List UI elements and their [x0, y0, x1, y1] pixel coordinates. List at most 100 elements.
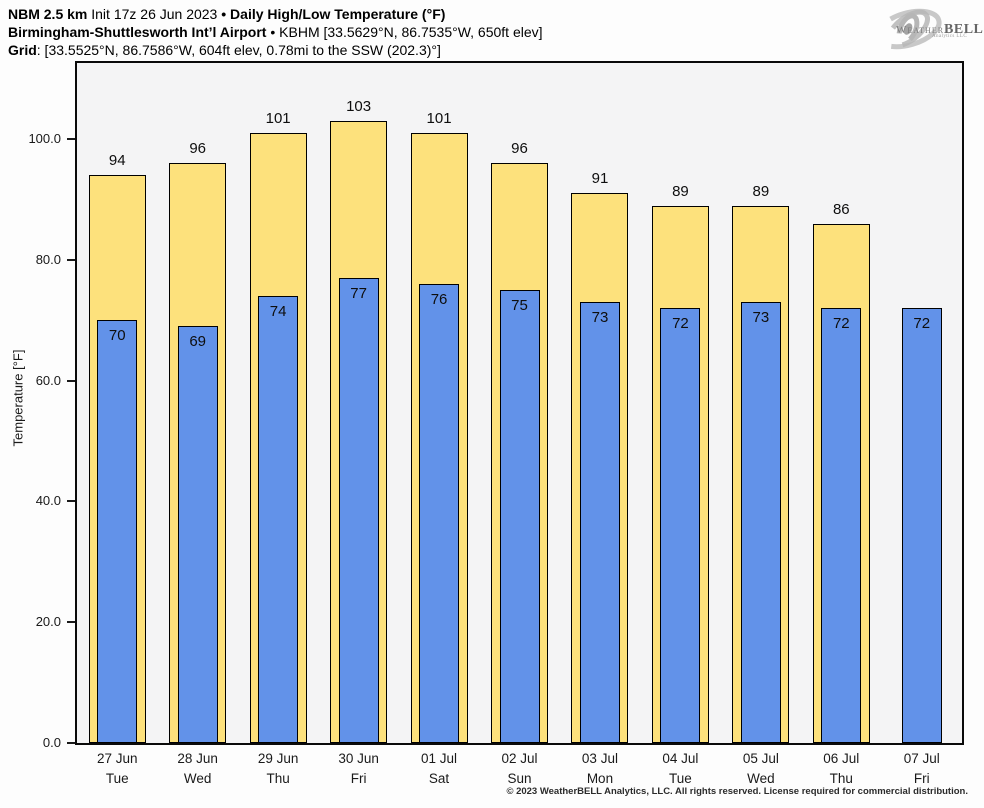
x-axis-day-label: Sat [428, 771, 450, 786]
logo-bell-text: BELL [944, 22, 984, 37]
y-tick-mark [67, 379, 75, 382]
x-axis-day-label: Thu [266, 771, 290, 786]
x-axis-category: 27 Jun Tue [77, 749, 157, 789]
low-value-label: 72 [913, 315, 931, 333]
y-tick-label: 80.0 [35, 251, 61, 267]
y-axis-ticks: 0.0 20.0 40.0 60.0 80.0 100.0 [0, 61, 75, 750]
high-value-label: 101 [265, 110, 291, 128]
low-value-label: 74 [269, 303, 287, 321]
low-bar [177, 326, 218, 743]
low-value-label: 70 [108, 327, 126, 345]
high-value-label: 96 [189, 140, 207, 158]
high-value-label: 86 [832, 200, 850, 218]
low-bar [740, 302, 781, 743]
high-value-label: 91 [591, 170, 609, 188]
logo-wordmark: WeatherBELL [896, 20, 983, 38]
x-axis-date-label: 29 Jun [257, 751, 299, 766]
weatherbell-logo: WeatherBELL Analytics LLC [872, 5, 983, 55]
x-axis-date-label: 27 Jun [96, 751, 138, 766]
x-axis-day-label: Thu [829, 771, 853, 786]
low-bar [901, 308, 942, 743]
x-axis-date-label: 28 Jun [177, 751, 218, 766]
y-tick-mark [67, 742, 75, 744]
plot-area: 94 70 96 69 101 74 103 77 101 76 96 75 91 73 89 72 89 73 8… [75, 61, 964, 745]
low-bar [338, 278, 379, 743]
low-bar [660, 308, 701, 743]
x-axis-category: 30 Jun Fri [318, 749, 398, 789]
x-axis-category: 02 Jul Sun [479, 749, 559, 789]
low-bar [821, 308, 862, 743]
y-tick-mark [67, 258, 75, 261]
x-axis-day-label: Wed [183, 771, 212, 786]
x-axis-date-label: 30 Jun [338, 751, 379, 766]
hurricane-swirl-icon [874, 8, 942, 50]
x-axis-day-label: Tue [105, 771, 129, 786]
logo-weather-text: Weather [896, 24, 945, 36]
high-value-label: 89 [752, 182, 770, 200]
x-axis-date-label: 06 Jul [823, 751, 860, 766]
low-value-label: 73 [591, 309, 609, 327]
low-bar [97, 320, 138, 743]
copyright-notice: © 2023 WeatherBELL Analytics, LLC. All r… [506, 786, 968, 797]
model-name: NBM 2.5 km [8, 6, 88, 22]
y-tick-label: 60.0 [35, 372, 61, 388]
x-axis-category: 07 Jul Fri [882, 749, 962, 789]
x-axis-date-label: 07 Jul [903, 751, 940, 766]
header-line-3: Grid: [33.5525°N, 86.7586°W, 604ft elev,… [8, 41, 543, 59]
header-line-2: Birmingham-Shuttlesworth Int’l Airport •… [8, 23, 543, 41]
low-value-label: 75 [511, 297, 528, 315]
high-value-label: 96 [511, 140, 528, 158]
low-value-label: 76 [430, 291, 448, 309]
low-bar [419, 284, 460, 743]
high-value-label: 103 [346, 97, 372, 115]
high-value-label: 94 [108, 152, 126, 170]
x-axis-category: 29 Jun Thu [238, 749, 318, 789]
x-axis-category: 28 Jun Wed [157, 749, 237, 789]
product-title: Daily High/Low Temperature (°F) [230, 6, 446, 22]
low-value-label: 72 [672, 315, 689, 333]
low-value-label: 69 [189, 333, 207, 351]
x-axis-category: 06 Jul Thu [801, 749, 881, 789]
station-bullet: • [270, 24, 276, 40]
x-axis-day-label: Wed [747, 771, 775, 786]
y-tick-label: 20.0 [35, 614, 61, 630]
x-axis-date-label: 05 Jul [742, 751, 779, 766]
low-value-label: 73 [752, 309, 770, 327]
chart-header: NBM 2.5 km Init 17z 26 Jun 2023 • Daily … [8, 5, 543, 59]
x-axis-day-label: Tue [669, 771, 692, 786]
y-tick-mark [67, 621, 75, 624]
x-axis-category: 01 Jul Sat [399, 749, 479, 789]
station-name: Birmingham-Shuttlesworth Int’l Airport [8, 24, 267, 40]
x-axis-day-label: Fri [913, 771, 930, 786]
x-axis-date-label: 03 Jul [581, 751, 618, 766]
y-tick-mark [67, 138, 75, 141]
low-bar [258, 296, 299, 743]
low-value-label: 72 [832, 315, 850, 333]
bullet-separator: • [221, 6, 227, 22]
x-axis-category: 03 Jul Mon [560, 749, 640, 789]
x-axis-day-label: Sun [507, 771, 532, 786]
x-axis-day-label: Fri [350, 771, 367, 786]
y-tick-label: 0.0 [42, 735, 61, 750]
y-tick-label: 40.0 [35, 493, 61, 509]
x-axis-day-label: Mon [586, 771, 614, 786]
high-value-label: 101 [426, 110, 452, 128]
grid-label: Grid [8, 42, 37, 58]
init-time: Init 17z 26 Jun 2023 [91, 6, 218, 22]
y-tick-mark [67, 500, 75, 503]
x-axis-category: 05 Jul Wed [721, 749, 801, 789]
logo-subtitle: Analytics LLC [932, 34, 968, 39]
low-bar [579, 302, 620, 743]
station-details: KBHM [33.5629°N, 86.7535°W, 650ft elev] [279, 24, 543, 40]
header-line-1: NBM 2.5 km Init 17z 26 Jun 2023 • Daily … [8, 5, 543, 23]
high-value-label: 89 [672, 182, 689, 200]
x-axis-labels: 27 Jun Tue 28 Jun Wed 29 Jun Thu 30 Jun Fri 01 J… [77, 749, 962, 789]
low-bar [499, 290, 540, 743]
low-value-label: 77 [350, 285, 367, 302]
x-axis-date-label: 01 Jul [421, 751, 458, 766]
x-axis-date-label: 04 Jul [662, 751, 699, 766]
x-axis-category: 04 Jul Tue [640, 749, 720, 789]
y-tick-label: 100.0 [28, 131, 61, 147]
grid-details: : [33.5525°N, 86.7586°W, 604ft elev, 0.7… [36, 42, 441, 58]
